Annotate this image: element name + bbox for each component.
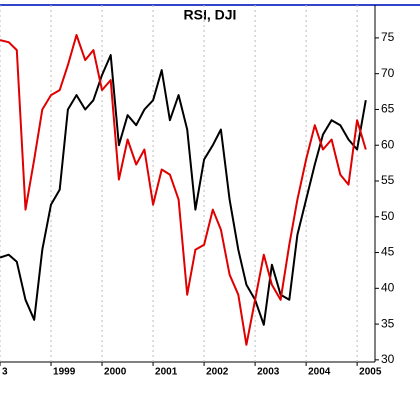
x-tick-label: 2002 — [206, 367, 229, 378]
y-tick-label: 40 — [381, 280, 395, 294]
y-tick-label: 75 — [381, 30, 395, 44]
series-line — [0, 34, 367, 346]
y-tick-label: 30 — [381, 352, 395, 366]
y-tick-label: 70 — [381, 66, 395, 80]
x-tick-label: 2004 — [308, 367, 331, 378]
x-tick-label: 2003 — [257, 367, 280, 378]
x-tick-label: 1999 — [53, 367, 76, 378]
chart-title: RSI, DJI — [184, 7, 237, 23]
y-tick-label: 35 — [381, 316, 395, 330]
y-tick-label: 45 — [381, 245, 395, 259]
series-line — [0, 54, 367, 326]
x-tick-label: 2001 — [155, 367, 178, 378]
y-tick-label: 60 — [381, 137, 395, 151]
y-tick-label: 50 — [381, 209, 395, 223]
y-tick-label: 65 — [381, 102, 395, 116]
x-tick-label: 3 — [2, 367, 8, 378]
x-tick-label: 2000 — [104, 367, 127, 378]
y-tick-label: 55 — [381, 173, 395, 187]
x-tick-label: 2005 — [359, 367, 382, 378]
